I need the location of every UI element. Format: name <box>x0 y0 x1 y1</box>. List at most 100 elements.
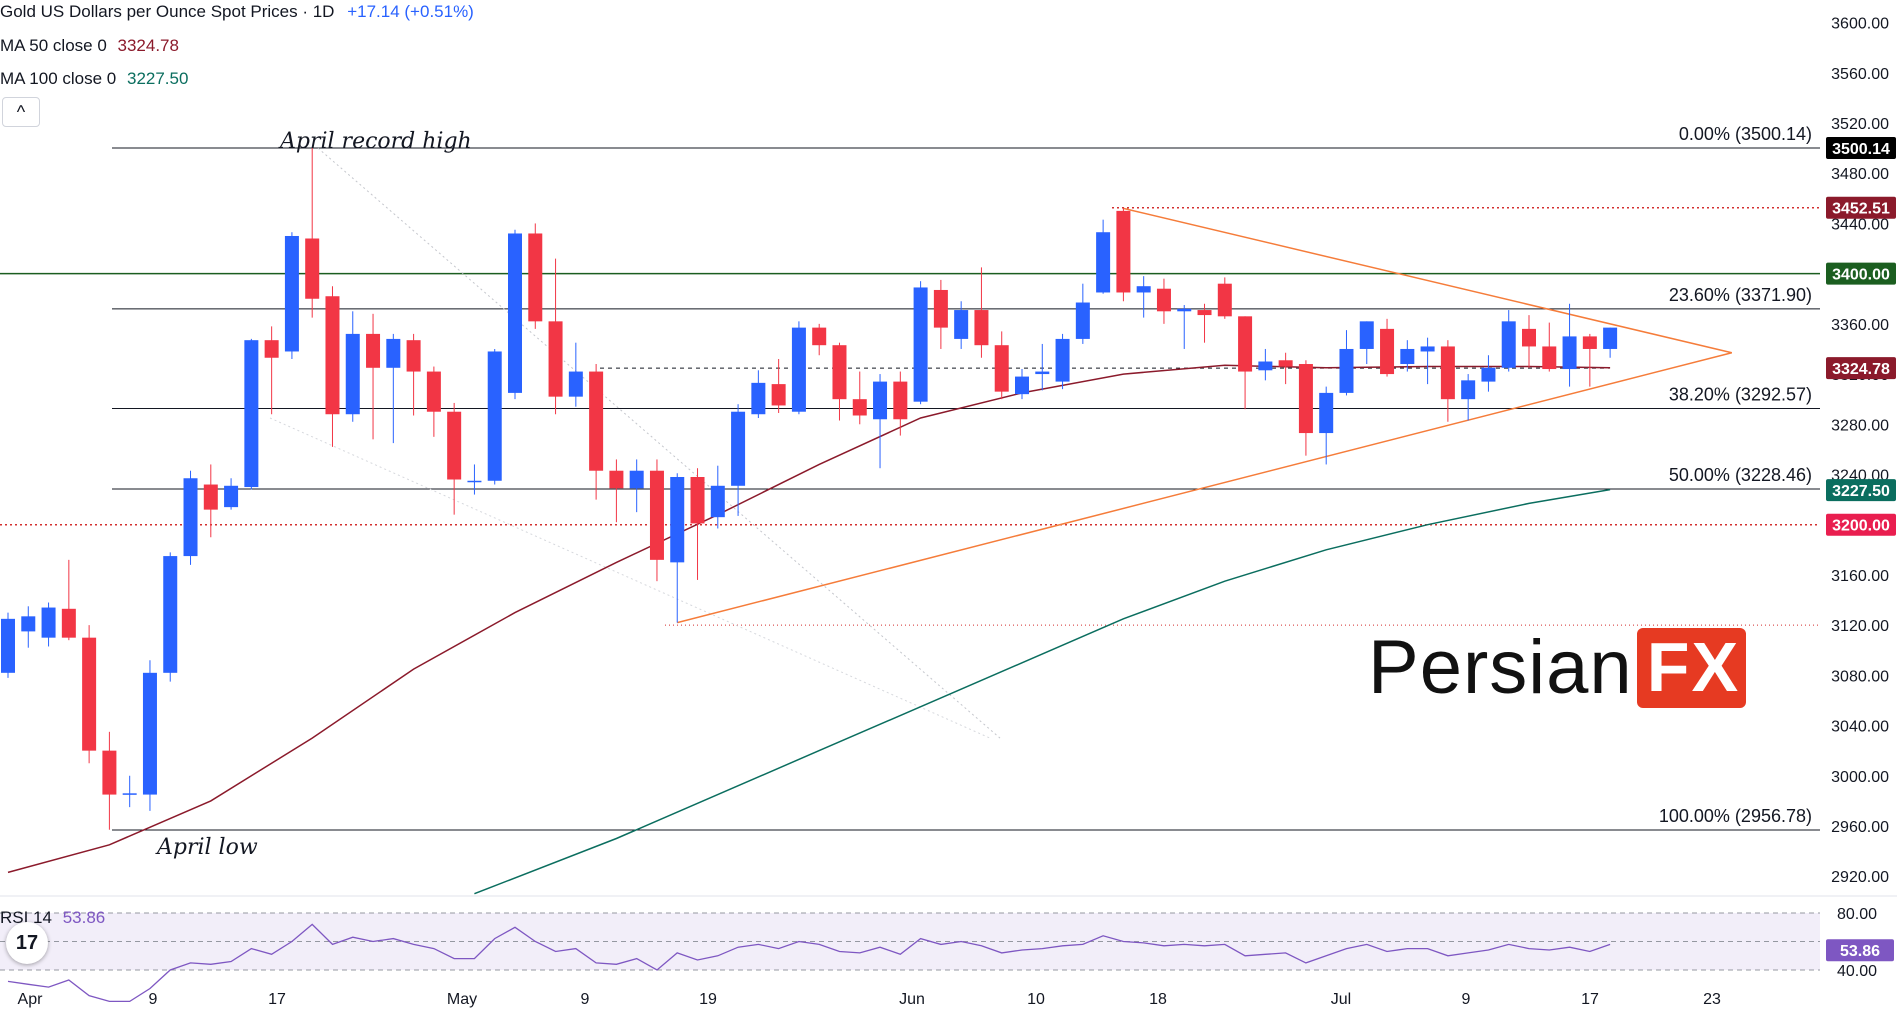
candle-body <box>61 608 76 638</box>
candle-body <box>731 411 746 486</box>
candle <box>1461 374 1476 421</box>
candle <box>1400 340 1415 372</box>
candle <box>832 342 847 421</box>
candle-body <box>528 233 543 322</box>
candle <box>41 602 56 647</box>
x-tick-label: 19 <box>699 991 717 1008</box>
candle <box>690 468 705 580</box>
candle <box>994 331 1009 400</box>
candle <box>1380 318 1395 377</box>
candle-body <box>325 296 340 415</box>
candle-body <box>244 340 259 488</box>
x-tick-label: 9 <box>1462 991 1471 1008</box>
candle <box>244 338 259 490</box>
candle-body <box>1440 346 1455 400</box>
y-tick-label: 3480.00 <box>1831 166 1889 183</box>
fib-label: 23.60% (3371.90) <box>1669 285 1812 305</box>
collapse-legend-button[interactable]: ^ <box>2 97 40 127</box>
x-tick-label: 17 <box>1581 991 1599 1008</box>
candle <box>264 326 279 415</box>
ma100-legend[interactable]: MA 100 close 0 3227.50 <box>0 69 188 89</box>
candle-body <box>1522 328 1536 347</box>
brand-box: FX <box>1636 628 1747 708</box>
brand-text: Persian <box>1368 625 1633 710</box>
candle <box>183 470 198 565</box>
axis-price-tag-label: 3227.50 <box>1832 483 1890 500</box>
fib-label: 100.00% (2956.78) <box>1659 806 1812 826</box>
candle-body <box>1319 392 1334 434</box>
candle <box>791 321 806 415</box>
candle-body <box>406 340 421 372</box>
candle <box>528 223 543 329</box>
tradingview-logo-icon[interactable]: 17 <box>6 922 48 964</box>
candle-body <box>589 371 604 471</box>
chart-title: Gold US Dollars per Ounce Spot Prices · … <box>0 2 335 21</box>
candle-body <box>467 480 482 483</box>
candle <box>386 333 401 444</box>
candle-body <box>1380 328 1395 375</box>
candle-body <box>508 233 522 393</box>
candle <box>893 371 908 436</box>
fib-label: 50.00% (3228.46) <box>1669 465 1812 485</box>
candle <box>1258 348 1273 381</box>
candle <box>224 478 239 510</box>
rsi-line <box>7 923 1611 1003</box>
y-tick-label: 3120.00 <box>1831 618 1889 635</box>
candle-body <box>1015 376 1029 395</box>
candle-body <box>548 321 563 397</box>
candle-body <box>1542 346 1557 370</box>
candle <box>1359 321 1374 365</box>
candle-body <box>1075 302 1090 339</box>
y-tick-label: 3600.00 <box>1831 16 1889 33</box>
candle-body <box>1359 321 1374 349</box>
candle <box>1562 303 1577 387</box>
candle-body <box>305 238 320 299</box>
candle <box>609 459 624 523</box>
axis-price-tag <box>1826 513 1896 536</box>
chart-title-row: Gold US Dollars per Ounce Spot Prices · … <box>0 2 474 22</box>
candle <box>1522 315 1536 368</box>
candle <box>649 459 664 582</box>
candle <box>406 333 421 416</box>
candle <box>629 459 644 513</box>
candle <box>1096 219 1111 294</box>
y-tick-label: 3080.00 <box>1831 668 1889 685</box>
candle-body <box>21 616 36 632</box>
candle <box>1217 277 1232 319</box>
candle-body <box>142 672 157 795</box>
candle-body <box>1238 316 1253 372</box>
candle <box>1339 330 1354 396</box>
candle-body <box>1197 310 1212 316</box>
candle-body <box>974 310 989 346</box>
candle-body <box>670 476 685 563</box>
candle-body <box>1217 283 1232 317</box>
x-tick-label: 9 <box>149 991 158 1008</box>
x-tick-label: Apr <box>18 991 44 1008</box>
fib-label: 38.20% (3292.57) <box>1669 384 1812 404</box>
rsi-price-tag-label: 53.86 <box>1840 943 1880 960</box>
candle-body <box>345 333 360 415</box>
candle <box>710 465 725 529</box>
y-tick-label: 3440.00 <box>1831 216 1889 233</box>
axis-price-tag <box>1826 136 1896 159</box>
chevron-up-icon: ^ <box>16 101 26 122</box>
guide-line <box>269 417 991 739</box>
candle-body <box>954 310 969 339</box>
ma50-legend[interactable]: MA 50 close 0 3324.78 <box>0 36 179 56</box>
candle <box>142 660 157 811</box>
candle <box>812 323 827 356</box>
y-tick-label: 3360.00 <box>1831 317 1889 334</box>
candle-body <box>1 618 15 673</box>
candle-body <box>1400 348 1415 365</box>
fib-label: 0.00% (3500.14) <box>1679 124 1812 144</box>
candle <box>913 281 928 405</box>
rsi-legend[interactable]: RSI 14 53.86 <box>0 908 105 928</box>
axis-price-tag <box>1826 196 1896 219</box>
x-tick-label: Jul <box>1331 991 1351 1008</box>
candle <box>731 404 746 516</box>
axis-price-tag-label: 3324.78 <box>1832 361 1890 378</box>
rsi-price-tag <box>1826 939 1894 962</box>
annotation-april-low: April low <box>155 835 258 860</box>
candle-body <box>264 340 279 358</box>
